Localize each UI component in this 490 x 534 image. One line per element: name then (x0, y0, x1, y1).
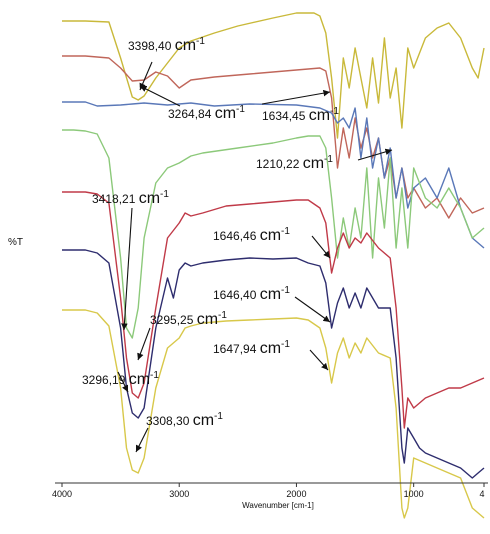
x-axis: 4000 3000 2000 1000 4 (52, 482, 488, 499)
peak-annotation-unit: cm (309, 107, 330, 124)
peak-annotation: 1634,45 cm-1 (262, 106, 339, 124)
peak-annotation-value: 3296,19 (82, 373, 129, 387)
annotation-arrow (121, 207, 133, 331)
peak-annotation: 1646,46 cm-1 (213, 226, 290, 244)
peak-annotation-value: 3295,25 (150, 313, 197, 327)
peak-annotation-unit: cm (175, 37, 196, 54)
peak-annotation-superscript: -1 (330, 106, 339, 117)
peak-annotation-superscript: -1 (196, 36, 205, 47)
x-tick-label: 4000 (52, 489, 72, 499)
peak-annotation-unit: cm (197, 311, 218, 328)
spectrum-line-4 (62, 129, 485, 339)
peak-annotation-value: 3398,40 (128, 39, 175, 53)
annotation-arrow (294, 296, 331, 323)
annotation-arrow (139, 61, 153, 91)
peak-annotation: 3295,25 cm-1 (150, 310, 227, 328)
x-tick-label: 3000 (169, 489, 189, 499)
annotation-arrow (311, 235, 331, 259)
annotation-arrow (135, 427, 149, 453)
x-tick-label: 4 (479, 489, 484, 499)
peak-annotation: 1647,94 cm-1 (213, 339, 290, 357)
annotation-arrow (139, 85, 181, 107)
peak-annotation: 3418,21 cm-1 (92, 189, 169, 207)
peak-annotation-value: 1646,40 (213, 288, 260, 302)
peak-annotation: 3398,40 cm-1 (128, 36, 205, 54)
peak-annotation-unit: cm (215, 105, 236, 122)
peak-annotation-value: 1634,45 (262, 109, 309, 123)
annotation-arrow (357, 148, 393, 161)
peak-annotation-superscript: -1 (281, 285, 290, 296)
peak-annotation-unit: cm (260, 340, 281, 357)
peak-annotation-unit: cm (193, 412, 214, 429)
peak-annotation-superscript: -1 (214, 411, 223, 422)
annotation-arrow (137, 327, 151, 361)
peak-annotation-value: 3264,84 (168, 107, 215, 121)
peak-annotation-superscript: -1 (150, 370, 159, 381)
peak-annotation-value: 1646,46 (213, 229, 260, 243)
x-tick-label: 2000 (286, 489, 306, 499)
annotation-arrow (261, 89, 331, 105)
series-layer (62, 12, 485, 519)
peak-annotation-unit: cm (260, 286, 281, 303)
spectrum-line-2 (62, 55, 485, 219)
peak-annotation-superscript: -1 (236, 104, 245, 115)
peak-annotation-unit: cm (129, 371, 150, 388)
peak-annotation-superscript: -1 (160, 189, 169, 200)
spectrum-line-7 (62, 309, 485, 519)
peak-annotation: 3296,19 cm-1 (82, 370, 159, 388)
peak-annotation-superscript: -1 (281, 339, 290, 350)
spectrum-line-1 (62, 12, 485, 139)
peak-annotation: 3264,84 cm-1 (168, 104, 245, 122)
spectrum-line-3 (62, 101, 485, 249)
peak-annotation-unit: cm (260, 227, 281, 244)
peak-annotation-value: 1210,22 (256, 157, 303, 171)
y-axis-label: %T (8, 237, 23, 248)
spectrum-line-5 (62, 191, 485, 429)
peak-annotation-unit: cm (303, 155, 324, 172)
spectrum-line-6 (62, 249, 485, 479)
annotation-arrow (117, 371, 129, 393)
peak-annotation-value: 3308,30 (146, 414, 193, 428)
x-tick-label: 1000 (404, 489, 424, 499)
peak-annotation: 1646,40 cm-1 (213, 285, 290, 303)
peak-annotation: 1210,22 cm-1 (256, 154, 333, 172)
x-axis-label: Wavenumber [cm-1] (242, 501, 314, 510)
peak-annotation-superscript: -1 (324, 154, 333, 165)
peak-annotation-superscript: -1 (218, 310, 227, 321)
peak-annotation-unit: cm (139, 190, 160, 207)
peak-annotation: 3308,30 cm-1 (146, 411, 223, 429)
peak-annotation-value: 1647,94 (213, 342, 260, 356)
annotation-arrow (309, 349, 329, 371)
peak-annotation-superscript: -1 (281, 226, 290, 237)
peak-annotation-value: 3418,21 (92, 192, 139, 206)
